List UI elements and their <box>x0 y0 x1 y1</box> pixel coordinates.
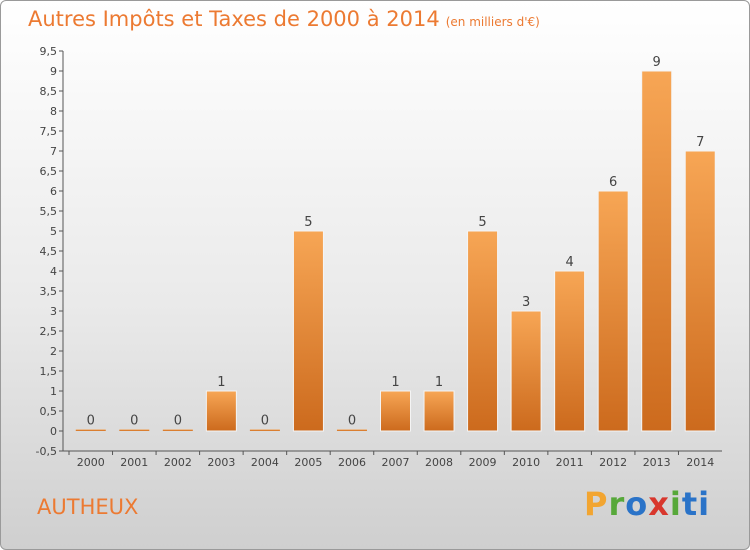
x-tick-label: 2011 <box>556 456 584 469</box>
chart-subtitle: (en milliers d'€) <box>445 15 540 29</box>
data-label: 4 <box>565 255 573 270</box>
y-tick-label: 0 <box>50 425 57 438</box>
data-label: 7 <box>696 135 704 150</box>
y-tick-label: 8,5 <box>40 85 58 98</box>
x-tick-label: 2002 <box>164 456 192 469</box>
x-tick-label: 2014 <box>686 456 714 469</box>
chart-title: Autres Impôts et Taxes de 2000 à 2014 (en… <box>28 7 540 31</box>
bar <box>205 390 237 432</box>
data-label: 1 <box>217 375 225 390</box>
y-tick-label: 1 <box>50 385 57 398</box>
y-tick-label: 6,5 <box>40 165 58 178</box>
data-label: 0 <box>130 414 138 429</box>
data-label: 0 <box>174 414 182 429</box>
data-label: 0 <box>87 414 95 429</box>
data-label: 3 <box>522 295 530 310</box>
y-tick-label: -0,5 <box>36 445 57 458</box>
bar <box>336 429 367 431</box>
bar <box>423 390 455 432</box>
bar <box>554 270 586 432</box>
data-label: 0 <box>348 414 356 429</box>
y-tick-label: 7,5 <box>40 125 58 138</box>
y-tick-label: 0,5 <box>40 405 58 418</box>
chart-axes: -0,5 0 0,5 1 1,5 2 2,5 3 3,5 4 4,5 5 5,5 6 6,5 7 7,5 8 8,5… <box>36 45 722 469</box>
bar <box>249 429 280 431</box>
x-tick-label: 2001 <box>120 456 148 469</box>
data-label: 5 <box>304 215 312 230</box>
x-tick-label: 2013 <box>643 456 671 469</box>
bar <box>510 310 542 432</box>
logo-letter: ti <box>681 485 711 523</box>
y-tick-label: 3 <box>50 305 57 318</box>
data-label: 1 <box>435 375 443 390</box>
y-tick-label: 7 <box>50 145 57 158</box>
y-tick-label: 4,5 <box>40 245 58 258</box>
data-label: 9 <box>653 55 661 70</box>
data-label: 5 <box>478 215 486 230</box>
x-tick-label: 2005 <box>294 456 322 469</box>
y-tick-label: 8 <box>50 105 57 118</box>
x-tick-label: 2006 <box>338 456 366 469</box>
bar <box>75 429 106 431</box>
logo-letter: i <box>669 485 682 523</box>
bar <box>467 230 499 432</box>
bar <box>380 390 411 432</box>
x-tick-label: 2003 <box>207 456 235 469</box>
logo-letter: r <box>608 485 626 523</box>
y-tick-label: 9 <box>50 65 57 78</box>
x-tick-label: 2009 <box>469 456 497 469</box>
logo-letter: x <box>648 485 670 523</box>
bar <box>119 429 150 431</box>
y-tick-label: 6 <box>50 185 57 198</box>
y-tick-label: 9,5 <box>40 45 58 58</box>
bar <box>641 70 673 432</box>
x-tick-label: 2000 <box>77 456 105 469</box>
x-tick-label: 2012 <box>599 456 627 469</box>
data-label: 1 <box>391 375 399 390</box>
logo-letter: P <box>584 485 609 523</box>
y-tick-label: 3,5 <box>40 285 58 298</box>
x-tick-label: 2007 <box>382 456 410 469</box>
chart-title-text: Autres Impôts et Taxes de 2000 à 2014 <box>28 7 440 31</box>
y-tick-label: 1,5 <box>40 365 58 378</box>
logo-letter: o <box>625 485 649 523</box>
y-tick-label: 2,5 <box>40 325 58 338</box>
data-label: 0 <box>261 414 269 429</box>
y-tick-label: 5 <box>50 225 57 238</box>
x-tick-label: 2004 <box>251 456 279 469</box>
bar <box>162 429 193 431</box>
bar <box>597 190 629 432</box>
data-label: 6 <box>609 175 617 190</box>
y-tick-label: 2 <box>50 345 57 358</box>
y-tick-label: 5,5 <box>40 205 58 218</box>
y-tick-label: 4 <box>50 265 57 278</box>
x-tick-label: 2010 <box>512 456 540 469</box>
bar <box>292 230 324 432</box>
x-tick-label: 2008 <box>425 456 453 469</box>
bar <box>684 150 716 432</box>
commune-name: AUTHEUX <box>37 495 139 519</box>
proxiti-logo: Proxiti <box>584 485 710 523</box>
